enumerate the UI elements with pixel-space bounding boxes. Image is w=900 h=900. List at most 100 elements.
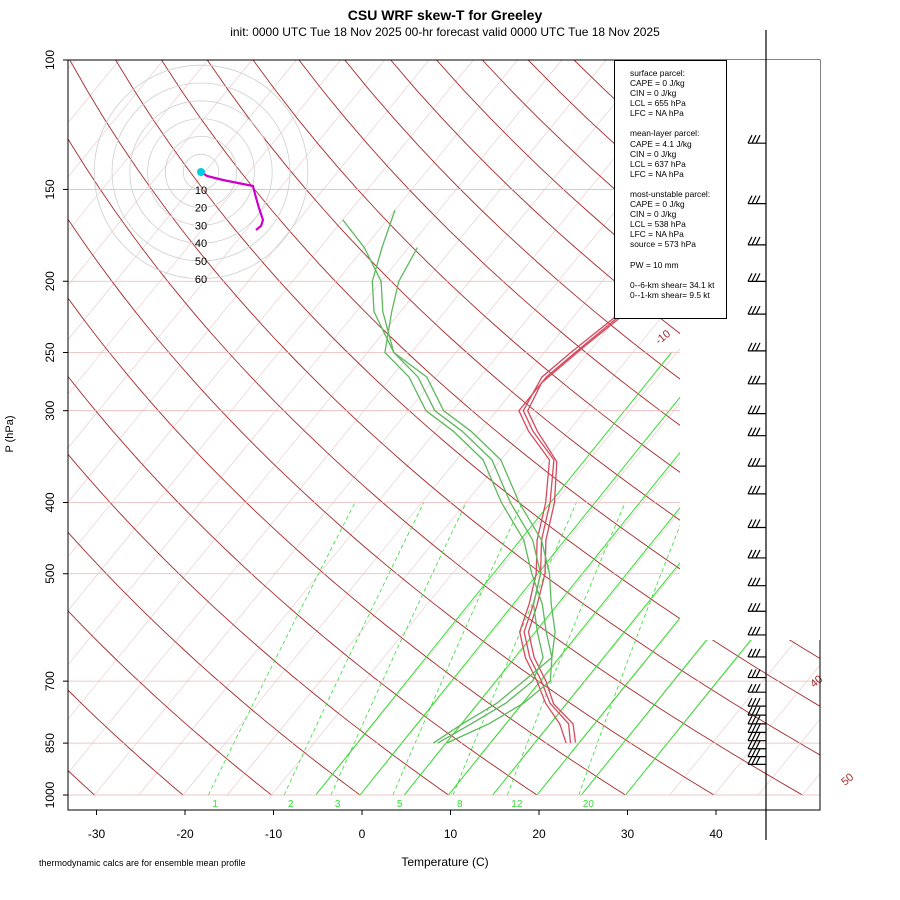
wind-barb [747, 236, 766, 246]
wind-barb [747, 195, 766, 205]
wind-barb-flag [751, 375, 757, 385]
dewpoint-profile [371, 209, 544, 744]
isotherm-label: -10 [653, 328, 673, 347]
hodograph-ring-label: 40 [195, 238, 207, 250]
mean-layer-cape: CAPE = 4.1 J/kg [630, 138, 692, 149]
wind-barb-flag [747, 236, 753, 246]
isotherm-grid-line [581, 502, 820, 796]
isotherm-grid-line [68, 60, 651, 774]
hodograph-ring [182, 153, 220, 191]
wind-barb-flag [747, 715, 753, 725]
wind-barb-flag [747, 724, 753, 733]
wind-barb-flag [755, 715, 761, 725]
surface-lfc: LFC = NA hPa [630, 108, 684, 119]
mixing-ratio-label: 20 [583, 799, 595, 810]
wind-barb-flag [755, 732, 761, 741]
isotherm-grid-line [68, 60, 208, 232]
isotherm-grid-line [68, 60, 430, 503]
wind-barb-flag [747, 756, 753, 765]
wind-barb-flag [755, 740, 761, 750]
parcel-stats-box: surface parcel: CAPE = 0 J/kg CIN = 0 J/… [614, 60, 727, 319]
wind-barb [747, 706, 766, 716]
wind-barb [747, 134, 766, 144]
wind-barb [747, 683, 766, 693]
most-unstable-lfc: LFC = NA hPa [630, 229, 684, 240]
wind-barb [747, 648, 766, 658]
mixing-ratio-label: 1 [212, 799, 218, 810]
mixing-ratio-label: 2 [288, 799, 294, 810]
isotherm-grid-line [669, 610, 820, 796]
wind-barb-flag [755, 748, 761, 757]
wind-barb [747, 669, 766, 679]
x-tick-label: 30 [621, 827, 635, 841]
isotherm-grid-line [68, 60, 562, 666]
y-tick-label: 250 [43, 342, 57, 362]
hodograph-ring [147, 118, 255, 226]
wind-barb-flag [751, 732, 757, 741]
mean-layer-cin: CIN = 0 J/kg [630, 148, 677, 159]
y-tick-label: 100 [43, 50, 57, 70]
x-tick-label: 20 [532, 827, 546, 841]
mixing-ratio-label: 3 [335, 799, 341, 810]
hodograph-ring [129, 100, 273, 244]
hodograph-trace [200, 171, 265, 231]
wind-barb-flag [751, 756, 757, 765]
wind-barb-flag [747, 577, 753, 586]
isotherm-grid-line [847, 60, 900, 795]
y-tick-label: 850 [43, 733, 57, 753]
wind-barb-flag [747, 457, 753, 467]
isotherm-label: 50 [839, 771, 856, 788]
mixing-ratio-label: 8 [457, 799, 463, 810]
x-tick-label: -20 [176, 827, 194, 841]
wind-barb [747, 602, 766, 612]
dry-adiabat [68, 218, 715, 796]
x-tick-label: 10 [444, 827, 458, 841]
surface-cape: CAPE = 0 J/kg [630, 78, 685, 89]
wind-barb [747, 375, 766, 385]
wind-barb-flag [747, 342, 753, 352]
dewpoint-profile [342, 219, 556, 744]
wind-barb-flag [747, 626, 753, 636]
wind-barb-flag [755, 724, 761, 733]
wind-barb-flag [751, 549, 757, 559]
wind-barb-flag [747, 195, 753, 204]
shear-0-1km: 0--1-km shear= 9.5 kt [630, 289, 710, 300]
x-tick-label: 40 [709, 827, 723, 841]
mixing-ratio-line [330, 502, 467, 796]
wind-barb-flag [755, 669, 761, 678]
wind-barb-flag [751, 427, 757, 436]
wind-barb-flag [751, 740, 757, 750]
wind-barb-flag [751, 748, 757, 757]
wind-barb-flag [755, 236, 761, 246]
most-unstable-header: most-unstable parcel: [630, 188, 711, 199]
wind-barb-flag [751, 273, 757, 282]
surface-parcel-header: surface parcel: [630, 68, 685, 78]
mixing-ratio-label: 12 [511, 799, 523, 810]
wind-barb [747, 756, 766, 765]
wind-barb-flag [755, 195, 761, 204]
hodograph-ring-label: 10 [195, 185, 207, 197]
shear-0-6km: 0--6-km shear= 34.1 kt [630, 279, 715, 290]
wind-barb-flag [751, 669, 757, 678]
isotherm-grid-line [68, 60, 607, 720]
wind-barb-flag [747, 375, 753, 385]
most-unstable-source: source = 573 hPa [630, 239, 696, 250]
wind-barb-flag [755, 706, 761, 716]
isotherm-grid-line [68, 60, 297, 341]
chart-title: CSU WRF skew-T for Greeley [347, 7, 543, 23]
x-tick-label: -10 [265, 827, 283, 841]
wind-barb-flag [747, 669, 753, 678]
wind-barb-flag [755, 273, 761, 282]
hodograph-ring-label: 20 [195, 203, 207, 215]
y-tick-label: 150 [43, 179, 57, 199]
wind-barb-flag [751, 626, 757, 636]
mean-layer-lcl: LCL = 637 hPa [630, 158, 686, 169]
wind-barb-flag [751, 342, 757, 352]
x-tick-label: -30 [88, 827, 106, 841]
wind-barb [747, 724, 766, 733]
wind-barb-flag [747, 748, 753, 757]
wind-barb-flag [755, 648, 761, 658]
wind-barb-flag [747, 519, 753, 528]
isotherm-grid-line [68, 60, 253, 286]
